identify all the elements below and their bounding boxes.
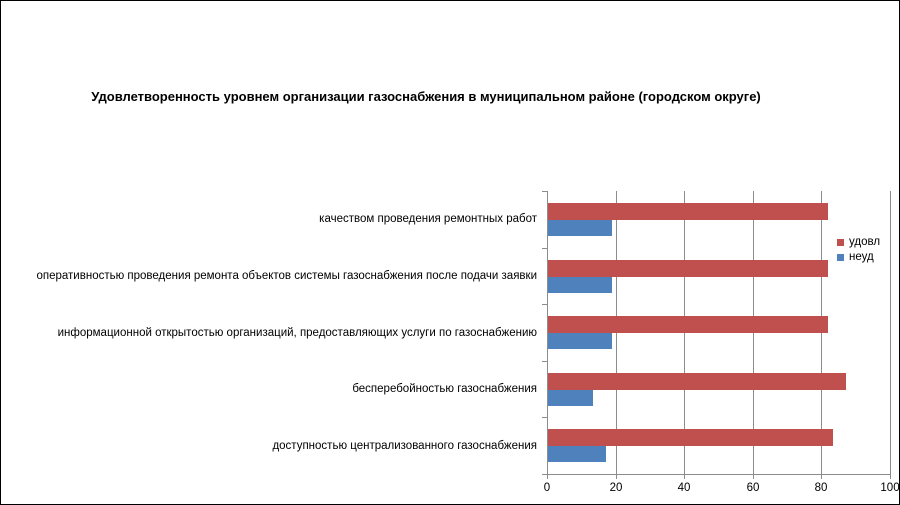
chart-title: Удовлетворенность уровнем организации га… bbox=[91, 89, 761, 104]
bar-удовл-4 bbox=[548, 429, 833, 446]
x-tick-mark-0 bbox=[547, 474, 548, 479]
x-tick-mark-80 bbox=[821, 474, 822, 479]
y-tick-mark-1 bbox=[542, 248, 547, 249]
legend-label: неуд bbox=[849, 251, 874, 263]
bar-удовл-0 bbox=[548, 203, 828, 220]
category-label-4: доступностью централизованного газоснабж… bbox=[272, 440, 537, 452]
y-tick-mark-4 bbox=[542, 417, 547, 418]
legend-label: удовл bbox=[849, 236, 881, 248]
category-label-2: информационной открытостью организаций, … bbox=[57, 327, 537, 339]
category-label-1: оперативностью проведения ремонта объект… bbox=[36, 270, 537, 282]
x-tick-label-100: 100 bbox=[880, 482, 900, 494]
bar-неуд-0 bbox=[548, 220, 612, 236]
x-tick-mark-40 bbox=[684, 474, 685, 479]
bar-неуд-2 bbox=[548, 333, 612, 349]
x-tick-mark-20 bbox=[616, 474, 617, 479]
x-tick-mark-60 bbox=[753, 474, 754, 479]
x-tick-label-80: 80 bbox=[814, 482, 828, 494]
category-label-0: качеством проведения ремонтных работ bbox=[319, 213, 537, 225]
bar-удовл-2 bbox=[548, 316, 828, 333]
bar-удовл-3 bbox=[548, 373, 847, 390]
legend-entry-неуд: неуд bbox=[837, 251, 880, 263]
x-tick-label-40: 40 bbox=[677, 482, 691, 494]
x-tick-mark-100 bbox=[890, 474, 891, 479]
legend-swatch-icon bbox=[837, 238, 844, 246]
legend: удовл неуд bbox=[837, 236, 880, 266]
y-tick-mark-5 bbox=[542, 474, 547, 475]
category-label-3: бесперебойностью газоснабжения bbox=[352, 383, 537, 395]
y-tick-mark-3 bbox=[542, 361, 547, 362]
legend-swatch-icon bbox=[837, 253, 844, 261]
bar-неуд-3 bbox=[548, 390, 593, 406]
y-tick-mark-2 bbox=[542, 304, 547, 305]
plot-area bbox=[547, 191, 891, 475]
bar-удовл-1 bbox=[548, 260, 828, 277]
legend-entry-удовл: удовл bbox=[837, 236, 880, 248]
x-tick-label-0: 0 bbox=[543, 482, 551, 494]
x-tick-label-60: 60 bbox=[746, 482, 760, 494]
bar-неуд-4 bbox=[548, 446, 607, 462]
gridline-x-100 bbox=[890, 191, 891, 474]
y-tick-mark-0 bbox=[542, 191, 547, 192]
bar-неуд-1 bbox=[548, 277, 612, 293]
x-tick-label-20: 20 bbox=[609, 482, 623, 494]
